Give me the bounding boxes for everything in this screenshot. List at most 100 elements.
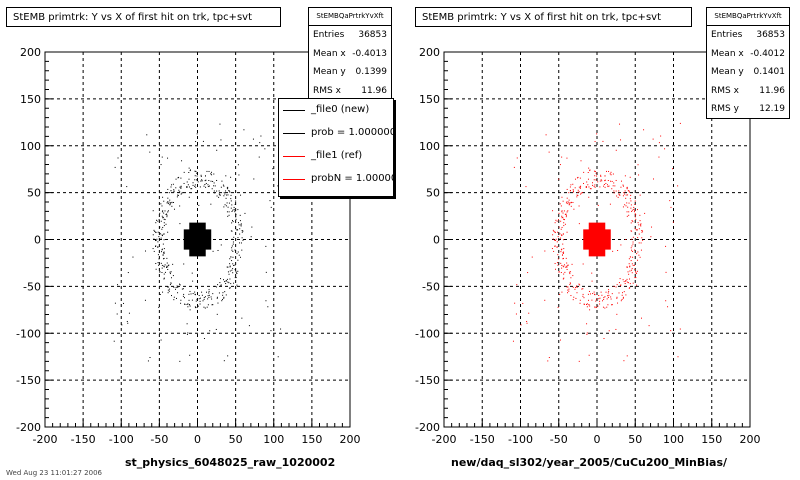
data-point [173,191,175,193]
data-point [564,219,566,221]
right-stats-name: StEMBQaPrtrkYvXft [707,8,789,26]
data-point [604,180,606,182]
data-point [179,205,181,207]
right-stats-label: RMS y [711,104,739,114]
data-point [128,312,130,314]
data-point [603,298,605,300]
left-stats-value: 0.1399 [355,67,388,77]
data-point [634,200,636,202]
data-point [527,272,529,274]
data-point [225,190,227,192]
x-tick-label: -200 [432,433,457,446]
data-point [198,298,200,300]
data-point [212,180,214,182]
data-point [146,134,148,136]
data-point [194,175,196,177]
data-point [602,300,604,302]
data-point [613,285,615,287]
data-point [264,148,266,150]
data-point [170,271,172,273]
data-point [227,188,229,190]
data-point [173,189,175,191]
data-point [178,189,180,191]
data-point [597,231,599,233]
data-point [591,299,593,301]
data-point [601,294,603,296]
data-point [625,239,627,241]
data-point [158,264,160,266]
data-point [522,302,524,304]
data-point [576,177,578,179]
data-point [586,181,588,183]
data-point [236,284,238,286]
data-point [565,213,567,215]
data-point [594,175,596,177]
data-point [569,203,571,205]
data-point [595,300,597,302]
data-point [613,190,615,192]
right-stats-row: Mean x -0.4012 [707,45,789,64]
data-point [607,180,609,182]
data-point [204,307,206,309]
left-stats-name: StEMBQaPrtrkYvXft [309,8,391,26]
data-point [634,210,636,212]
data-point [636,253,638,255]
right-stats-value: 0.1401 [753,67,786,77]
data-point [629,287,631,289]
legend-box: _file0 (new) prob = 1.000000 _file1 (ref… [278,98,394,197]
data-point [572,299,574,301]
data-point [583,303,585,305]
data-point [594,253,596,255]
data-point [235,214,237,216]
data-point [665,271,667,273]
data-point [237,229,239,231]
data-point [608,289,610,291]
data-point [186,181,188,183]
data-point [168,264,170,266]
data-point [579,284,581,286]
data-point [165,266,167,268]
data-point [639,256,641,258]
data-point [561,196,563,198]
data-point [161,249,163,251]
data-point [175,287,177,289]
data-point [181,192,183,194]
data-point [589,170,591,172]
x-tick-label: -200 [33,433,58,446]
data-point [625,294,627,296]
data-point [152,234,154,236]
data-point [641,237,643,239]
data-point [626,281,628,283]
data-point [554,245,556,247]
data-point [566,157,568,159]
data-point [665,300,667,302]
data-point [554,245,556,247]
data-point [595,172,597,174]
y-tick-label: 0 [433,234,440,247]
data-point [634,216,636,218]
data-point [603,184,605,186]
data-point [166,262,168,264]
data-point [226,187,228,189]
data-point [234,210,236,212]
data-point [619,284,621,286]
data-point [163,222,165,224]
data-point [567,203,569,205]
data-point [195,300,197,302]
data-point [616,296,618,298]
data-point [570,277,572,279]
data-point [231,249,233,251]
data-point [177,286,179,288]
data-point [636,229,638,231]
data-point [235,277,237,279]
data-point [648,325,650,327]
data-point [213,173,215,175]
data-point [155,245,157,247]
data-point [197,305,199,307]
data-point [158,258,160,260]
data-point [610,174,612,176]
data-point [588,290,590,292]
data-point [630,269,632,271]
data-point [640,249,642,251]
data-point [182,288,184,290]
